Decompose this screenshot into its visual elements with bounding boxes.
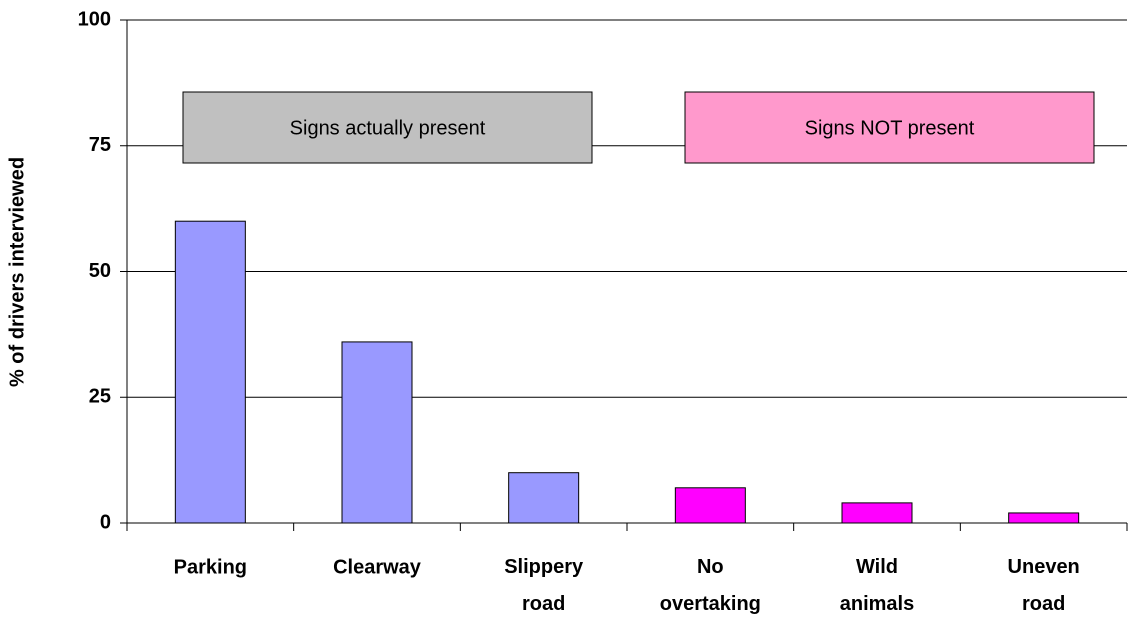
bar — [174, 220, 246, 524]
y-tick-label: 100 — [78, 8, 111, 30]
x-tick-label: No overtaking — [660, 556, 761, 615]
bar — [674, 487, 746, 524]
y-tick-label: 75 — [89, 134, 111, 156]
y-tick-label: 25 — [89, 386, 111, 408]
bar — [1008, 512, 1080, 524]
x-tick-label: Slippery road — [504, 556, 584, 615]
y-tick-label: 0 — [100, 511, 111, 533]
bar — [508, 472, 580, 524]
bar — [341, 341, 413, 524]
annotation-text: Signs NOT present — [805, 117, 975, 139]
x-tick-label: Parking — [174, 556, 247, 578]
x-tick-label: Wild animals — [840, 556, 914, 615]
bar — [841, 502, 913, 524]
y-axis-label: % of drivers interviewed — [6, 157, 28, 387]
annotation-box — [684, 91, 1095, 164]
y-tick-label: 50 — [89, 260, 111, 282]
annotation-text: Signs actually present — [290, 117, 486, 139]
annotation-box — [182, 91, 593, 164]
x-tick-label: Uneven road — [1008, 556, 1080, 615]
x-tick-label: Clearway — [333, 556, 422, 578]
